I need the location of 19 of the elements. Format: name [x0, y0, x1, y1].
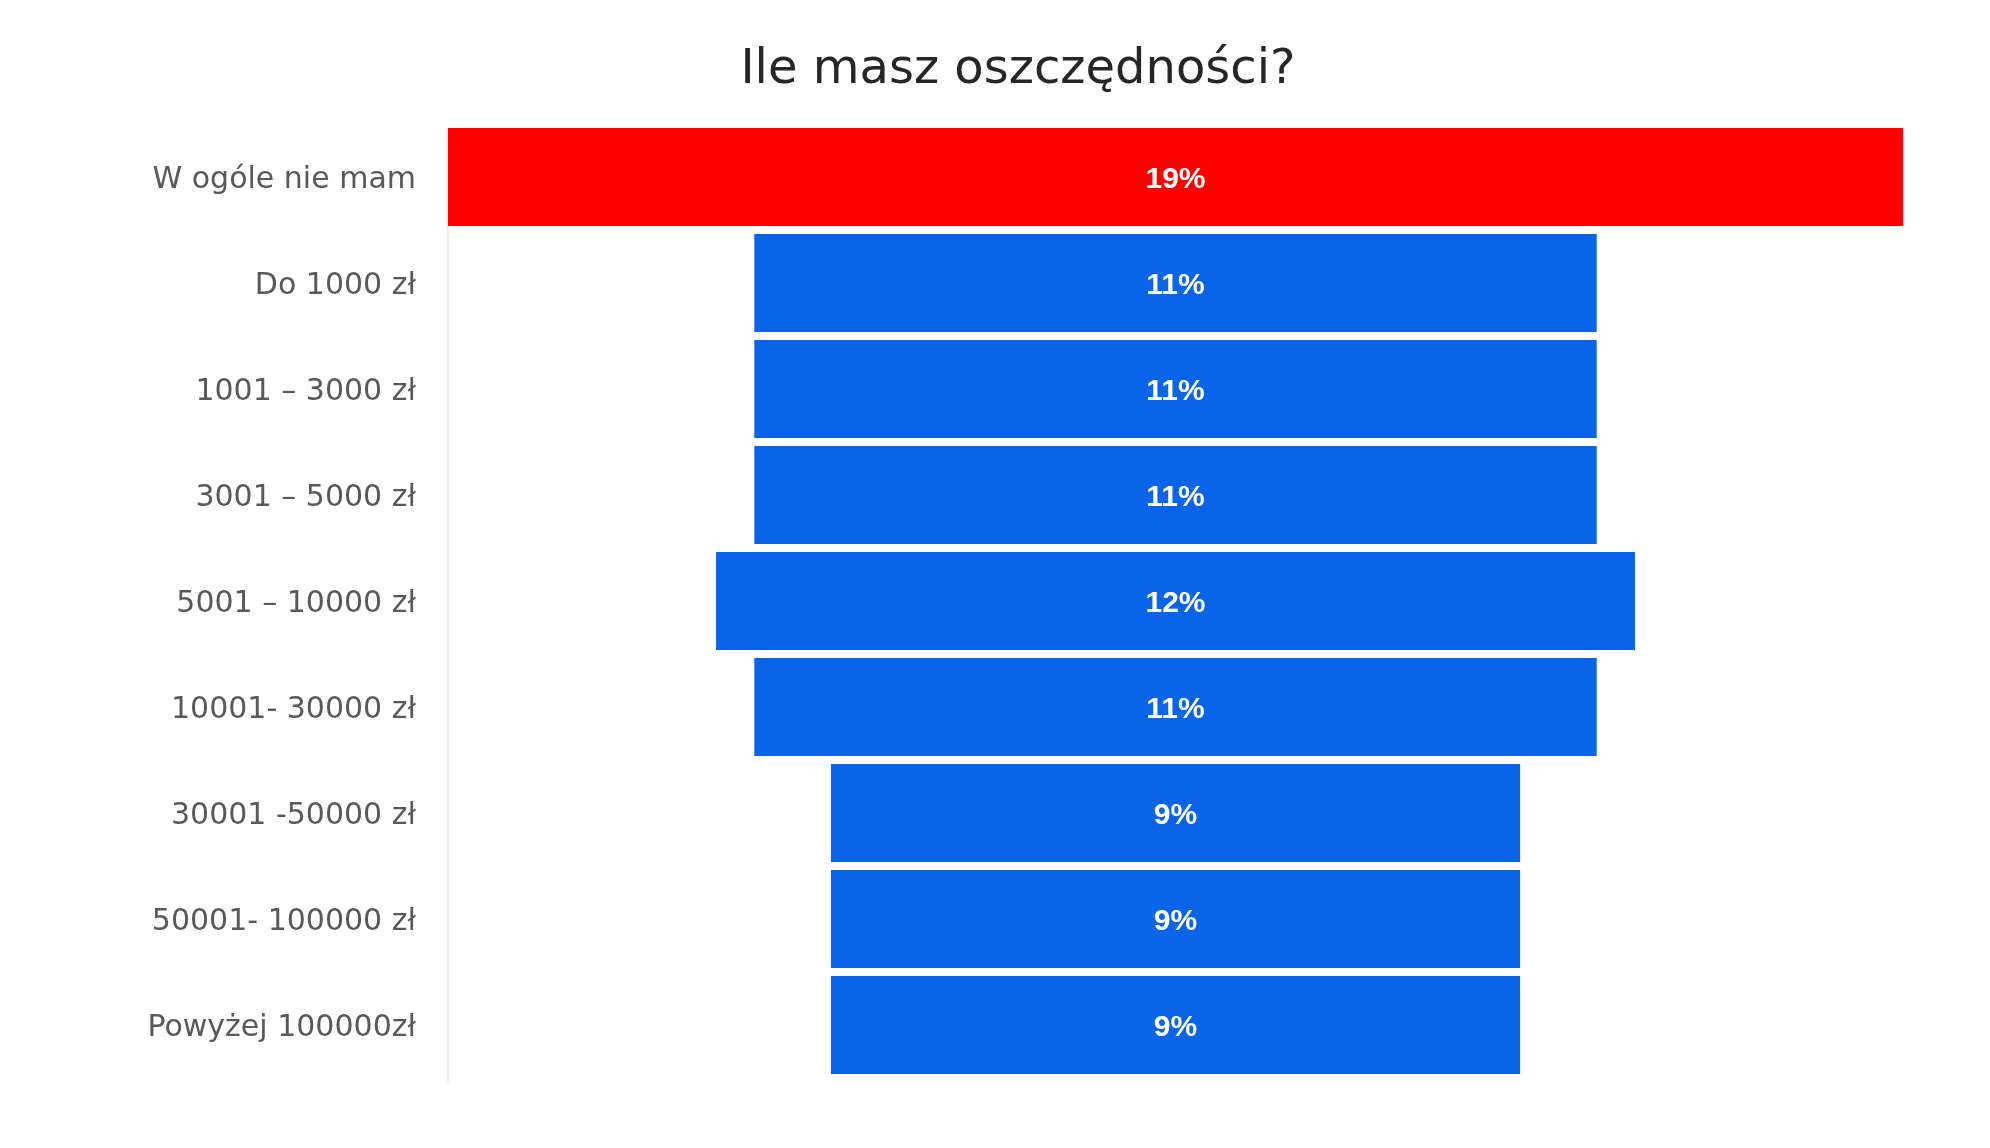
- data-label: 11%: [1146, 690, 1205, 724]
- data-label: 9%: [1153, 796, 1198, 830]
- data-label: 11%: [1146, 478, 1205, 512]
- category-label: W ogóle nie mam: [152, 159, 416, 195]
- data-label: 11%: [1146, 372, 1205, 406]
- data-label: 9%: [1153, 902, 1198, 936]
- category-label: 50001- 100000 zł: [151, 901, 417, 937]
- category-label: 30001 -50000 zł: [170, 795, 417, 831]
- data-label: 11%: [1146, 266, 1205, 300]
- category-label: 1001 – 3000 zł: [195, 371, 417, 407]
- category-label: 5001 – 10000 zł: [176, 583, 417, 619]
- data-label: 19%: [1145, 160, 1206, 194]
- text: Ile masz oszczędności?: [740, 38, 1296, 94]
- category-label: 3001 – 5000 zł: [195, 477, 417, 513]
- category-label: Do 1000 zł: [254, 265, 417, 301]
- category-label: Powyżej 100000zł: [147, 1007, 417, 1043]
- category-label: 10001- 30000 zł: [170, 689, 417, 725]
- data-label: 9%: [1153, 1008, 1198, 1042]
- data-label: 12%: [1145, 584, 1206, 618]
